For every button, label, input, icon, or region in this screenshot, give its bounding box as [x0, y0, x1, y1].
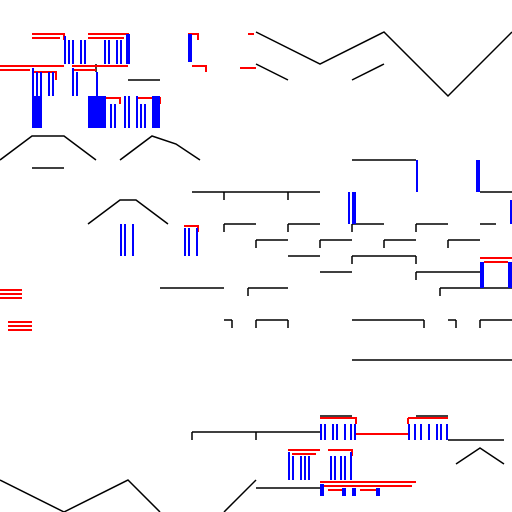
bump-left-2 — [119, 135, 201, 161]
bump-bottom-right — [455, 447, 505, 465]
diagonal-bottom — [223, 479, 257, 512]
bump-mid — [87, 199, 169, 225]
zigzag-bottom-left — [0, 479, 161, 512]
diag-b — [351, 63, 385, 81]
diag-a — [255, 63, 289, 81]
zigzag-top-right — [255, 31, 512, 98]
black-strokes — [0, 31, 512, 512]
blue-bars — [32, 34, 512, 496]
bump-left-1 — [0, 135, 97, 161]
red-brackets — [0, 33, 512, 491]
